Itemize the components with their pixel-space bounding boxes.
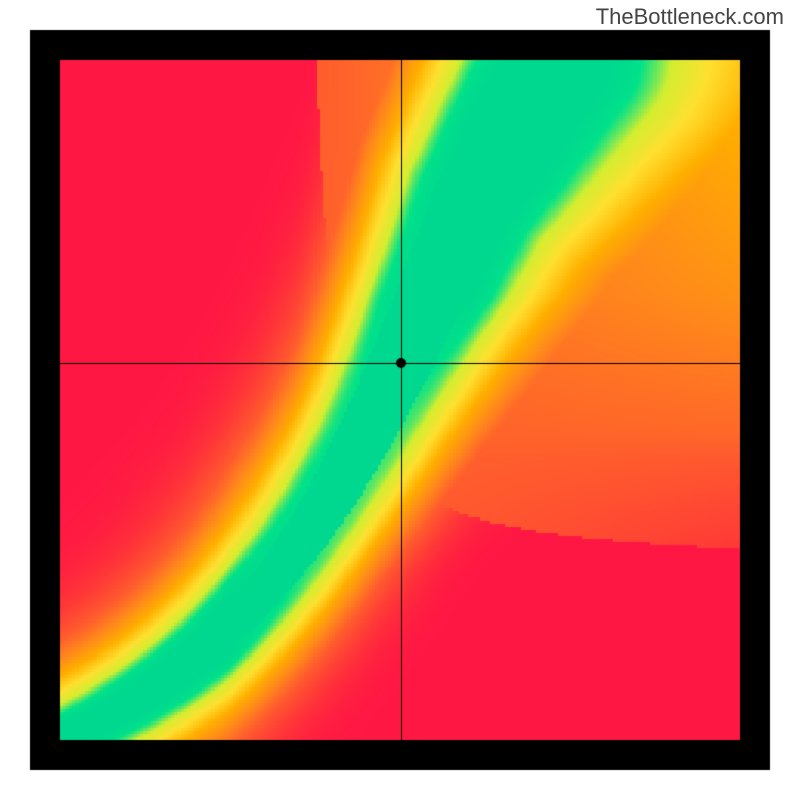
chart-container: TheBottleneck.com xyxy=(0,0,800,800)
heatmap-canvas xyxy=(0,0,800,800)
watermark-text: TheBottleneck.com xyxy=(596,4,784,30)
